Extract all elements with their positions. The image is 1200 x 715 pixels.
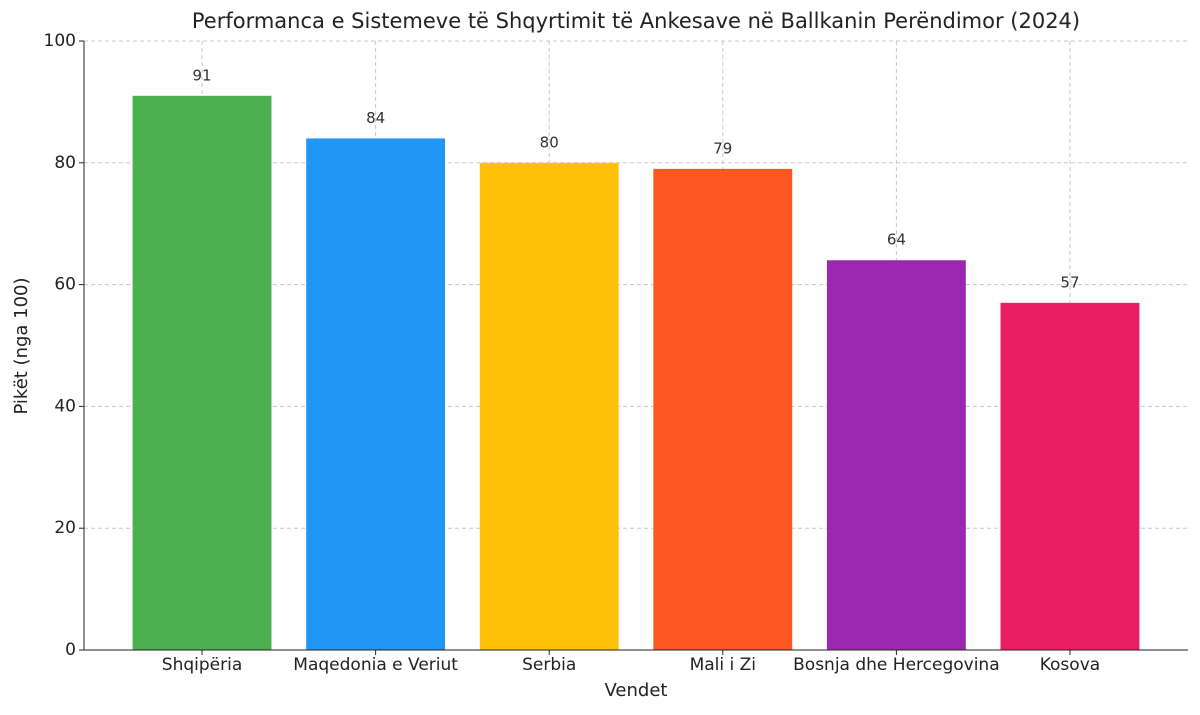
value-label: 80: [540, 133, 559, 151]
bar: [1000, 302, 1140, 650]
value-label: 91: [192, 66, 211, 84]
y-axis-label: Pikët (nga 100): [11, 277, 32, 414]
x-tick-label: Maqedonia e Veriut: [293, 655, 458, 675]
y-tick-label: 60: [54, 275, 76, 295]
x-tick-label: Mali i Zi: [690, 655, 756, 675]
bar: [653, 168, 793, 650]
y-tick-label: 80: [54, 153, 76, 173]
chart-title: Performanca e Sistemeve të Shqyrtimit të…: [192, 9, 1080, 33]
x-tick-label: Serbia: [522, 655, 576, 675]
x-axis-label: Vendet: [605, 680, 668, 701]
x-tick-label: Shqipëria: [162, 655, 242, 675]
y-tick-label: 0: [65, 640, 76, 660]
value-label: 79: [713, 139, 732, 157]
x-tick-label: Bosnja dhe Hercegovina: [793, 655, 1000, 675]
bar: [826, 260, 966, 650]
bar: [306, 138, 446, 650]
bar: [132, 95, 272, 650]
value-label: 57: [1060, 273, 1079, 291]
y-tick-label: 100: [44, 31, 76, 51]
y-tick-label: 40: [54, 396, 76, 416]
y-tick-label: 20: [54, 518, 76, 538]
value-label: 64: [887, 231, 906, 249]
bar: [479, 162, 619, 651]
value-label: 84: [366, 109, 385, 127]
x-tick-label: Kosova: [1040, 655, 1100, 675]
